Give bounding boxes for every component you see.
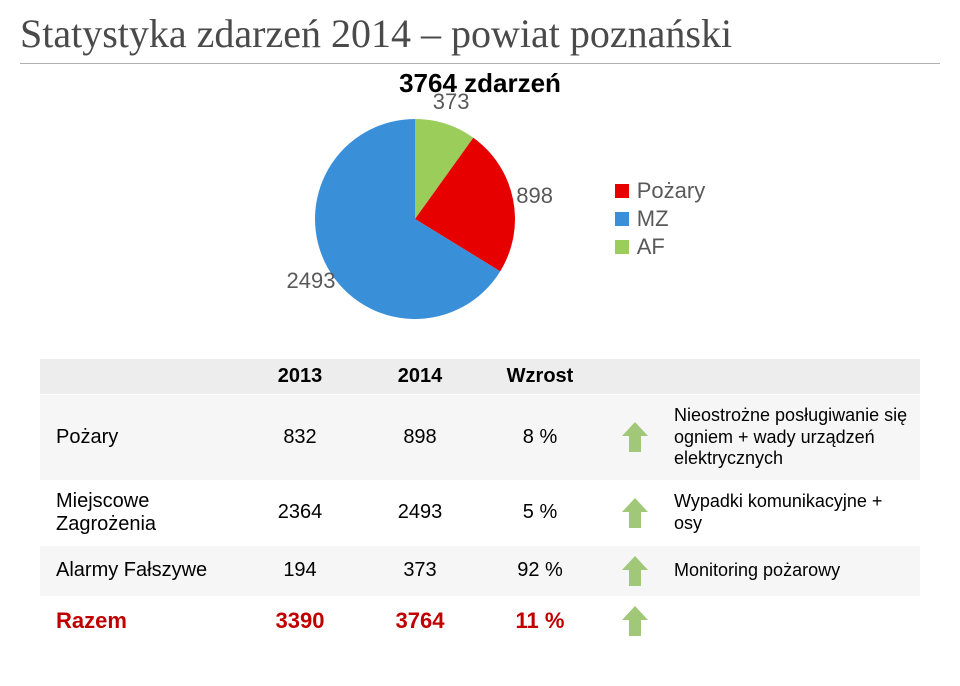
row-2014: 2493 (360, 480, 480, 546)
subtitle: 3764 zdarzeń (0, 68, 960, 99)
row-name: Miejscowe Zagrożenia (40, 480, 240, 546)
total-note (670, 596, 920, 646)
data-table: 2013 2014 Wzrost Pożary 832 898 8 % Nieo… (40, 359, 920, 646)
pie-slice-label: 373 (433, 89, 470, 115)
title-divider (20, 63, 940, 64)
col-wzrost: Wzrost (480, 359, 600, 395)
col-2013: 2013 (240, 359, 360, 395)
legend: Pożary MZ AF (615, 176, 705, 262)
arrow-up-icon (600, 546, 670, 596)
row-2013: 832 (240, 395, 360, 480)
row-wzrost: 5 % (480, 480, 600, 546)
table-total-row: Razem 3390 3764 11 % (40, 596, 920, 646)
pie-svg (255, 109, 575, 329)
legend-swatch-mz (615, 212, 629, 226)
chart-row: 3738982493 Pożary MZ AF (0, 109, 960, 329)
legend-item-pozary: Pożary (615, 178, 705, 204)
col-arrow (600, 359, 670, 395)
page-title: Statystyka zdarzeń 2014 – powiat poznańs… (0, 0, 960, 57)
row-wzrost: 8 % (480, 395, 600, 480)
pie-chart: 3738982493 (255, 109, 575, 329)
col-name (40, 359, 240, 395)
row-2014: 373 (360, 546, 480, 596)
arrow-up-icon (600, 395, 670, 480)
row-2013: 194 (240, 546, 360, 596)
legend-item-af: AF (615, 234, 705, 260)
table-header-row: 2013 2014 Wzrost (40, 359, 920, 395)
table-row: Alarmy Fałszywe 194 373 92 % Monitoring … (40, 546, 920, 596)
row-name: Alarmy Fałszywe (40, 546, 240, 596)
total-2014: 3764 (360, 596, 480, 646)
table-wrap: 2013 2014 Wzrost Pożary 832 898 8 % Nieo… (40, 359, 920, 646)
col-2014: 2014 (360, 359, 480, 395)
legend-label-af: AF (637, 234, 665, 260)
row-name: Pożary (40, 395, 240, 480)
row-note: Monitoring pożarowy (670, 546, 920, 596)
row-2013: 2364 (240, 480, 360, 546)
row-2014: 898 (360, 395, 480, 480)
arrow-up-icon (600, 596, 670, 646)
total-wzrost: 11 % (480, 596, 600, 646)
row-wzrost: 92 % (480, 546, 600, 596)
pie-slice-label: 2493 (287, 268, 336, 294)
legend-label-mz: MZ (637, 206, 669, 232)
legend-item-mz: MZ (615, 206, 705, 232)
arrow-up-icon (600, 480, 670, 546)
legend-label-pozary: Pożary (637, 178, 705, 204)
row-note: Nieostrożne posługiwanie się ogniem + wa… (670, 395, 920, 480)
legend-swatch-pozary (615, 184, 629, 198)
total-2013: 3390 (240, 596, 360, 646)
table-row: Pożary 832 898 8 % Nieostrożne posługiwa… (40, 395, 920, 480)
table-row: Miejscowe Zagrożenia 2364 2493 5 % Wypad… (40, 480, 920, 546)
row-note: Wypadki komunikacyjne + osy (670, 480, 920, 546)
pie-slice-label: 898 (516, 183, 553, 209)
col-note (670, 359, 920, 395)
total-name: Razem (40, 596, 240, 646)
legend-swatch-af (615, 240, 629, 254)
